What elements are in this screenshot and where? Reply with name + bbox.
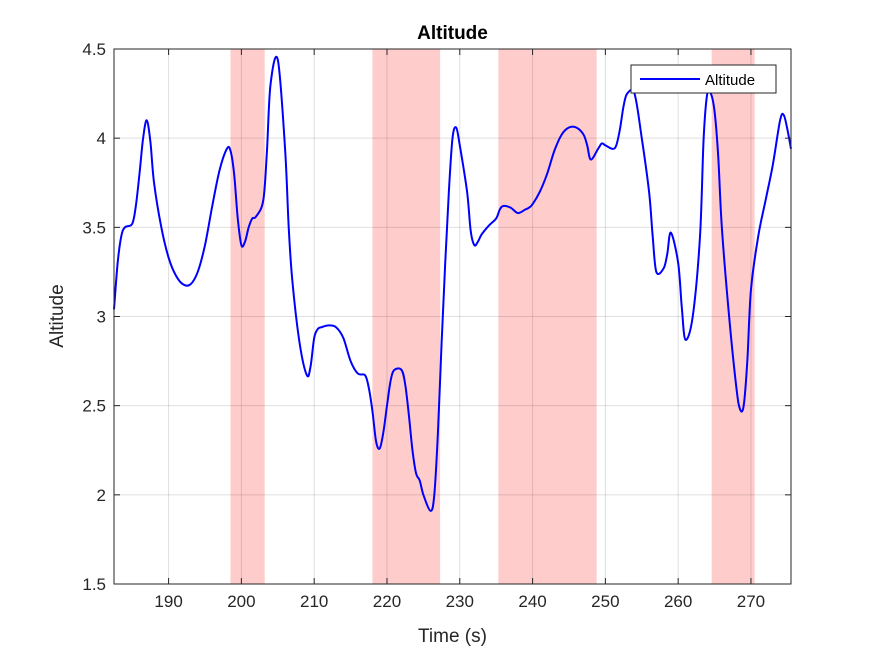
y-tick-label: 3 <box>97 308 106 327</box>
x-tick-label: 270 <box>737 592 765 611</box>
shaded-region-2 <box>372 49 441 584</box>
series-layer <box>113 55 792 512</box>
series-line-altitude <box>113 55 792 512</box>
y-tick-label: 2 <box>97 486 106 505</box>
y-axis-title: Altitude <box>47 284 68 347</box>
x-tick-label: 210 <box>300 592 328 611</box>
legend[interactable]: Altitude <box>630 64 777 94</box>
y-tick-label: 2.5 <box>82 397 106 416</box>
shaded-region-4 <box>711 49 755 584</box>
axis-ticks: 190 200 210 220 230 240 250 260 270 1.5 2 2.5 3 3.5 4 4… <box>82 40 791 611</box>
shaded-region-1 <box>230 49 265 584</box>
x-axis-title: Time (s) <box>418 626 487 647</box>
chart-title: Altitude <box>417 23 488 44</box>
shaded-region-3 <box>498 49 597 584</box>
x-tick-label: 220 <box>373 592 401 611</box>
y-tick-label: 4 <box>97 129 106 148</box>
shaded-regions <box>230 49 755 584</box>
x-tick-label: 260 <box>664 592 692 611</box>
x-tick-label: 240 <box>518 592 546 611</box>
x-tick-label: 190 <box>154 592 182 611</box>
x-tick-label: 200 <box>227 592 255 611</box>
x-tick-label: 250 <box>591 592 619 611</box>
y-tick-label: 1.5 <box>82 575 106 594</box>
legend-label-altitude: Altitude <box>705 72 755 89</box>
y-tick-label: 3.5 <box>82 218 106 237</box>
x-tick-label: 230 <box>446 592 474 611</box>
y-tick-label: 4.5 <box>82 40 106 59</box>
